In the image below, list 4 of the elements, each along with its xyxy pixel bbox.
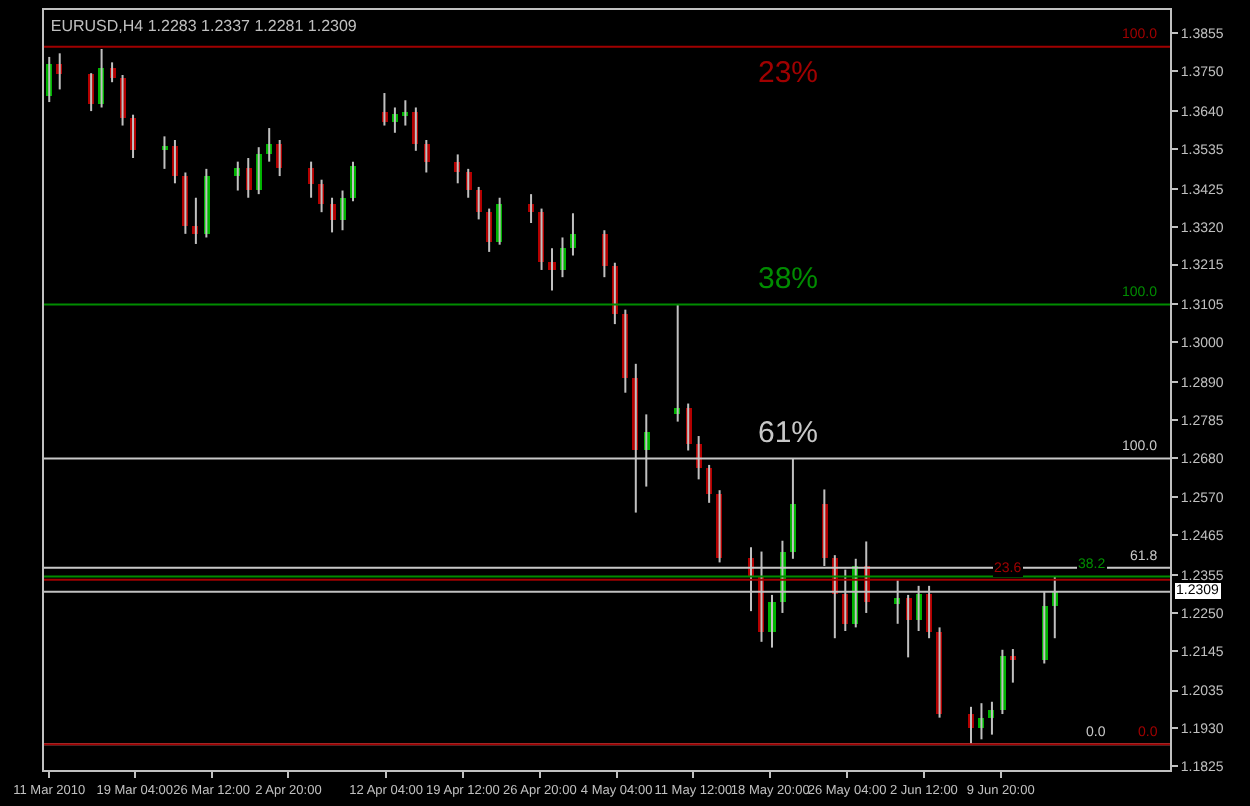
annotation: 61% bbox=[758, 416, 819, 450]
annotation: 23% bbox=[758, 56, 819, 90]
annotation: 38% bbox=[758, 262, 819, 296]
text: EURUSD,H4 1.2283 1.2337 1.2281 1.2309 bbox=[50, 17, 358, 36]
